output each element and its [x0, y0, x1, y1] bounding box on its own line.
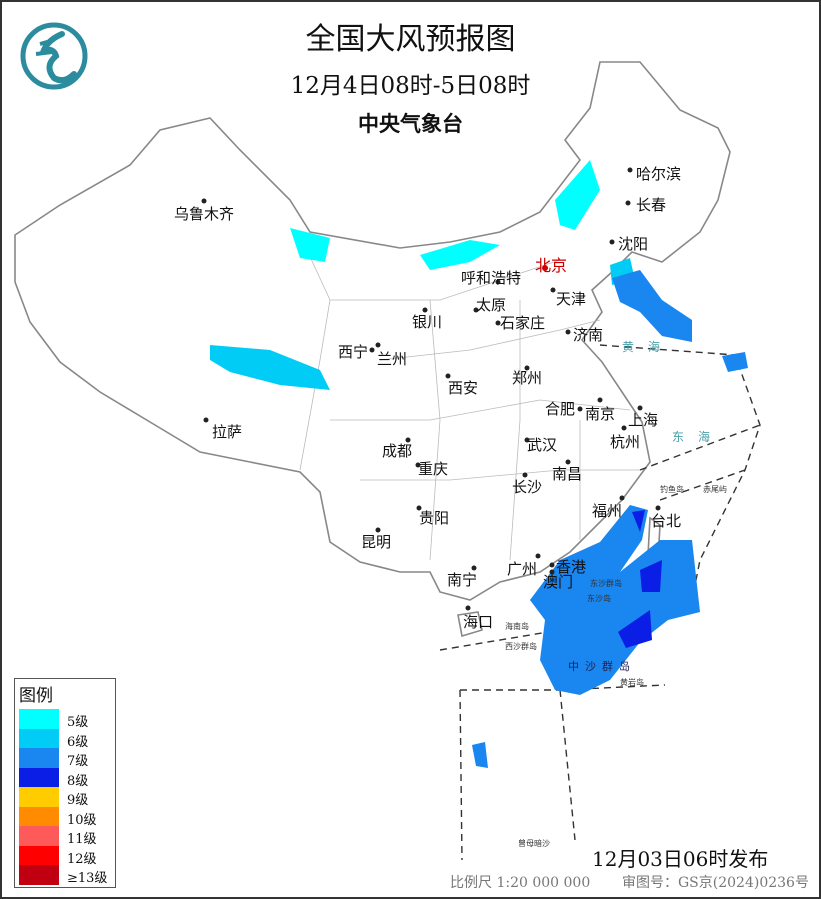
- city-label: 杭州: [610, 433, 641, 451]
- legend-label: 8级: [67, 773, 89, 789]
- wind-area-8: [632, 510, 645, 532]
- city-label: 西安: [448, 379, 479, 397]
- legend-item: 11级: [19, 826, 113, 847]
- legend-label: 9级: [67, 793, 89, 808]
- city-label: 南京: [585, 405, 616, 423]
- city-label: 福州: [592, 502, 623, 520]
- legend-swatch: [19, 806, 59, 827]
- wind-area-6: [210, 345, 330, 390]
- legend-item: 7级: [19, 748, 113, 769]
- city-dots: [201, 167, 661, 611]
- logo-icon: [20, 22, 88, 90]
- city-label: 石家庄: [500, 314, 546, 332]
- city-label: 贵阳: [419, 509, 450, 527]
- island-label: 海南岛: [505, 622, 529, 631]
- legend-label: 5级: [67, 715, 89, 730]
- sea-label: 东海: [672, 430, 725, 444]
- legend-item: 12级: [19, 845, 113, 867]
- city-label: 成都: [382, 442, 413, 460]
- review-number: 审图号：GS京(2024)0236号: [622, 875, 809, 891]
- city-label: 上海: [628, 411, 659, 429]
- province-borders: [299, 234, 640, 561]
- city-label-capital: 北京: [535, 256, 568, 275]
- wind-area-7: [530, 505, 700, 695]
- legend-item: 10级: [19, 806, 113, 828]
- legend-label: 10级: [67, 812, 97, 828]
- city-label: 香港: [556, 558, 587, 576]
- wind-area-7: [722, 352, 748, 372]
- city-label: 重庆: [418, 460, 449, 478]
- legend-swatch: [19, 709, 59, 729]
- legend-swatch: [19, 845, 59, 866]
- city-label: 拉萨: [212, 423, 243, 441]
- sea-label: 黄海: [622, 340, 675, 354]
- legend-swatch: [19, 748, 59, 768]
- wind-area-8: [640, 560, 662, 592]
- island-label: 中沙群岛: [568, 660, 636, 673]
- wind-area-7: [612, 270, 692, 342]
- wind-area-5: [555, 160, 600, 230]
- legend-label: 12级: [67, 851, 97, 867]
- wind-area-5: [420, 240, 500, 270]
- legend-label: 11级: [67, 832, 97, 847]
- city-label: 合肥: [545, 400, 576, 418]
- city-label: 兰州: [377, 350, 408, 368]
- legend-swatch: [19, 767, 59, 788]
- issuer: 中央气象台: [358, 111, 463, 136]
- city-label: 济南: [573, 326, 604, 344]
- city-label: 乌鲁木齐: [174, 205, 235, 223]
- city-label: 广州: [507, 560, 538, 578]
- legend-label: 6级: [67, 734, 89, 750]
- legend-item: ≥13级: [19, 865, 113, 886]
- wind-area-7: [472, 742, 488, 768]
- city-label: 南宁: [447, 571, 478, 589]
- legend-item: 8级: [19, 767, 113, 789]
- wind-areas: [210, 160, 748, 768]
- legend-swatch: [19, 728, 59, 749]
- city-label: 呼和浩特: [461, 269, 522, 287]
- island-label: 赤尾屿: [703, 485, 727, 494]
- island-label: 黄岩岛: [620, 678, 644, 687]
- wind-area-8: [618, 610, 652, 648]
- city-label: 南昌: [552, 465, 583, 483]
- legend-item: 5级: [19, 709, 113, 730]
- legend-swatch: [19, 865, 59, 885]
- map-scale: 比例尺 1:20 000 000: [450, 875, 591, 891]
- city-label: 昆明: [361, 533, 392, 551]
- island-label: 东沙群岛: [590, 579, 622, 588]
- issue-time: 12月03日06时发布: [592, 847, 769, 871]
- legend-item: 9级: [19, 787, 113, 808]
- city-label: 澳门: [543, 573, 574, 591]
- city-label: 武汉: [527, 436, 558, 454]
- china-outline: [14, 61, 731, 638]
- city-label: 天津: [556, 290, 587, 308]
- island-label: 西沙群岛: [505, 642, 537, 651]
- map-title: 全国大风预报图: [305, 22, 516, 57]
- city-label: 哈尔滨: [636, 165, 682, 183]
- legend-label: ≥13级: [67, 871, 108, 886]
- legend-item: 6级: [19, 728, 113, 750]
- legend: 图例 5级 6级 7级 8级 9级 10级 11级 12级 ≥13级: [14, 678, 116, 888]
- island-label: 东沙岛: [587, 594, 611, 603]
- city-label: 银川: [412, 313, 443, 331]
- legend-label: 7级: [67, 754, 89, 769]
- city-label: 郑州: [512, 369, 543, 387]
- city-label: 西宁: [338, 343, 369, 361]
- wind-area-5: [290, 228, 330, 262]
- city-label: 太原: [476, 296, 507, 314]
- city-label: 沈阳: [618, 235, 649, 253]
- legend-swatch: [19, 787, 59, 807]
- legend-swatch: [19, 826, 59, 846]
- city-label: 长沙: [512, 478, 543, 496]
- city-label: 台北: [651, 512, 682, 530]
- city-label: 长春: [636, 196, 667, 214]
- forecast-period: 12月4日08时-5日08时: [290, 73, 531, 99]
- island-label: 曾母暗沙: [518, 839, 550, 848]
- legend-title: 图例: [19, 686, 53, 706]
- city-label: 海口: [463, 613, 494, 631]
- island-label: 钓鱼岛: [660, 485, 684, 494]
